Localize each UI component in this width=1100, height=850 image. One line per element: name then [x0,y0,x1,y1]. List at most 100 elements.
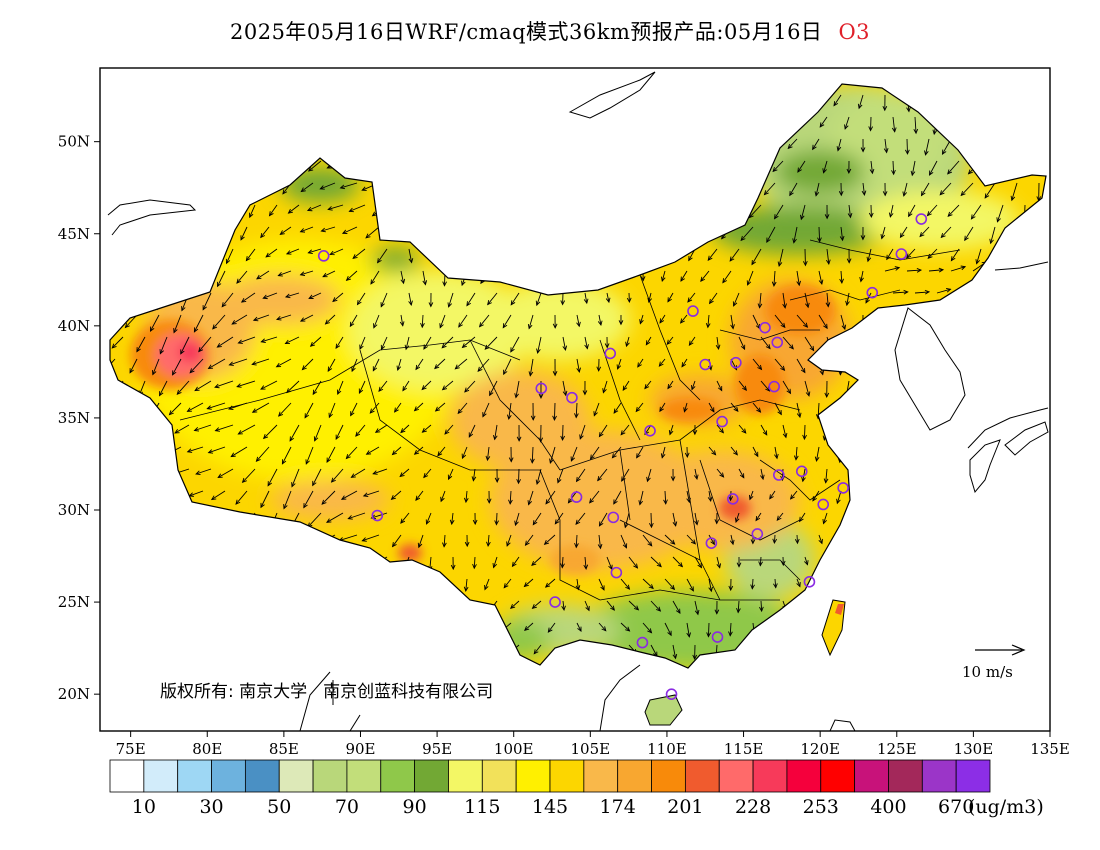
wind-arrow [422,226,428,243]
wind-arrow [390,490,402,501]
wind-arrow [691,380,696,391]
wind-arrow [980,336,989,346]
wind-arrow [396,358,402,372]
wind-arrow [685,666,688,668]
wind-arrow [860,138,866,153]
wind-arrow [416,711,423,726]
wind-arrow [141,226,160,237]
wind-arrow [714,512,720,525]
wind-arrow [110,556,124,565]
wind-arrow [1043,160,1046,179]
wind-arrow [937,689,941,699]
wind-arrow [323,556,344,564]
wind-arrow [905,138,910,155]
wind-arrow [240,226,248,241]
station-marker [711,631,724,643]
wind-arrow [399,468,410,478]
wind-arrow [827,689,832,697]
wind-arrow [534,248,542,260]
wind-arrow [402,160,410,176]
wind-arrow [144,578,160,586]
wind-arrow [551,94,556,107]
wind-arrow [686,490,691,504]
wind-arrow [636,446,644,459]
wind-arrow [268,204,278,217]
wind-arrow [999,468,1005,481]
wind-arrow [708,94,714,110]
wind-arrow [327,358,336,372]
wind-arrow [535,468,542,486]
wind-arrow [839,226,845,242]
wind-arrow [796,666,805,668]
wind-arrow [484,336,498,350]
wind-arrow [153,556,168,563]
wind-arrow [884,266,901,272]
wind-arrow [818,666,826,668]
wind-arrow [865,292,872,304]
wind-arrow [642,666,649,668]
wind-arrow [309,336,322,347]
wind-arrow [846,248,852,264]
wind-arrow [378,644,388,663]
wind-arrow [129,644,146,657]
wind-arrow [584,600,590,612]
wind-arrow [512,204,520,216]
wind-arrow [859,270,864,283]
wind-arrow [156,424,168,437]
wind-arrow [769,490,776,500]
wind-arrow [1010,490,1018,500]
wind-arrow [303,556,322,567]
wind-arrow [694,600,700,616]
wind-arrow [1036,182,1042,202]
wind-arrow [225,248,234,265]
wind-arrow [870,556,880,566]
wind-arrow [708,534,715,546]
wind-arrow [1044,512,1046,524]
wind-arrow [972,358,981,368]
wind-arrow [536,336,542,354]
wind-arrow [138,424,146,438]
wind-arrow [142,138,160,146]
wind-arrow [530,446,535,464]
wind-arrow [368,160,388,169]
wind-arrow [906,446,918,460]
wind-arrow [1005,94,1018,108]
wind-arrow [880,226,886,240]
wind-arrow [611,94,622,108]
legend-label: 201 [667,796,703,818]
wind-arrow [822,160,828,174]
wind-arrow [145,534,160,541]
wind-arrow [766,226,776,243]
wind-arrow [716,556,722,569]
wind-arrow [965,490,974,503]
wind-arrow [972,622,979,638]
wind-arrow [222,512,234,526]
wind-arrow [218,578,226,592]
wind-arrow [400,512,410,524]
wind-arrow [549,446,556,465]
wind-arrow [378,380,388,393]
wind-arrow [1016,622,1028,633]
wind-arrow [814,182,820,197]
wind-arrow [473,204,478,220]
wind-arrow [956,600,962,616]
wind-arrow [420,314,425,329]
wind-reference: 10 m/s [962,644,1026,681]
wind-arrow [975,248,982,265]
wind-arrow [349,314,358,328]
wind-arrow [440,94,446,107]
wind-arrow [685,182,691,199]
wind-arrow [964,94,974,112]
wind-arrow [570,138,578,148]
wind-arrow [216,336,234,348]
wind-arrow [649,512,654,529]
station-marker [915,213,928,225]
wind-arrow [613,490,622,505]
wind-arrow [449,512,455,526]
wind-arrow [395,578,402,596]
wind-arrow [538,424,544,443]
wind-arrow [189,358,204,374]
wind-arrow [978,556,984,572]
copyright-part2: 南京创蓝科技有限公司 [323,682,493,702]
wind-arrow [932,116,938,136]
